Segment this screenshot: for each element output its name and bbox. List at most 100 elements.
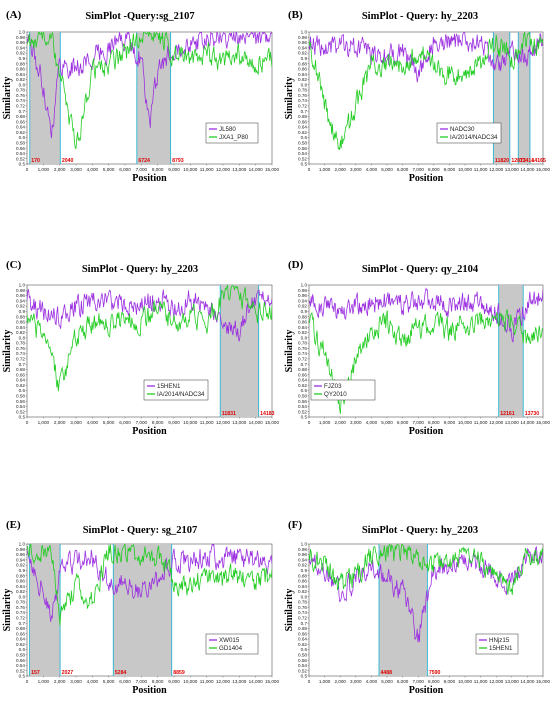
y-tick-label: 0.82 (16, 77, 25, 82)
y-tick-label: 0.98 (298, 35, 307, 40)
legend-entry: NADC30 (450, 126, 475, 133)
breakpoint-label: 2027 (62, 670, 74, 676)
y-tick-label: 0.9 (301, 56, 308, 61)
y-tick-label: 0.72 (16, 616, 25, 621)
x-tick-label: 3,000 (70, 167, 82, 172)
x-tick-label: 2,000 (54, 420, 66, 425)
legend-entry: IA/2014/NADC34 (450, 134, 498, 141)
breakpoint-label: 4488 (381, 670, 393, 676)
y-tick-label: 0.7 (19, 109, 26, 114)
breakpoint-label: 14165 (531, 158, 546, 164)
y-tick-label: 0.66 (298, 631, 307, 636)
y-tick-label: 0.78 (298, 88, 307, 93)
y-tick-label: 0.66 (16, 372, 25, 377)
x-tick-label: 5,000 (103, 420, 115, 425)
y-tick-label: 0.6 (19, 647, 26, 652)
y-tick-label: 0.62 (16, 642, 25, 647)
y-tick-label: 1.0 (19, 30, 26, 35)
y-tick-label: 0.82 (298, 330, 307, 335)
legend-entry: HNjz15 (489, 637, 510, 644)
y-tick-label: 0.68 (298, 114, 307, 119)
y-tick-label: 0.56 (298, 146, 307, 151)
y-tick-label: 0.96 (16, 40, 25, 45)
x-tick-label: 4,000 (87, 420, 99, 425)
legend-box (143, 379, 209, 401)
y-tick-label: 0.9 (301, 309, 308, 314)
y-tick-label: 0.52 (16, 409, 25, 414)
y-tick-label: 0.98 (16, 288, 25, 293)
y-tick-label: 0.56 (16, 146, 25, 151)
y-tick-label: 0.56 (298, 399, 307, 404)
legend-entry: GD1404 (219, 645, 243, 652)
y-tick-label: 0.5 (301, 674, 308, 679)
y-tick-label: 0.7 (301, 362, 308, 367)
chart-title: SimPlot -Query:sg_2107 (85, 11, 194, 22)
x-tick-label: 11,000 (200, 420, 214, 425)
x-tick-label: 6,000 (397, 420, 409, 425)
x-tick-label: 9,000 (444, 679, 456, 684)
panel-b: (B) SimPlot - Query: hy_2203 11820 12873134… (284, 9, 550, 184)
y-tick-label: 0.68 (298, 367, 307, 372)
y-tick-label: 0.92 (16, 51, 25, 56)
x-axis-title: Position (409, 685, 444, 696)
y-tick-label: 0.74 (16, 610, 25, 615)
y-tick-label: 0.88 (16, 314, 25, 319)
y-tick-label: 0.56 (298, 658, 307, 663)
x-tick-label: 8,000 (428, 420, 440, 425)
x-tick-label: 5,000 (381, 420, 393, 425)
y-tick-label: 0.52 (298, 668, 307, 673)
breakpoint-label: 14183 (260, 411, 275, 417)
y-tick-label: 0.84 (16, 72, 25, 77)
y-tick-label: 0.8 (301, 82, 308, 87)
x-tick-label: 13,000 (232, 167, 246, 172)
y-tick-label: 0.94 (298, 298, 307, 303)
x-tick-label: 8,000 (428, 679, 440, 684)
x-tick-label: 9,000 (168, 679, 180, 684)
y-tick-label: 0.8 (19, 594, 26, 599)
x-tick-label: 2,000 (334, 420, 346, 425)
y-tick-label: 0.56 (16, 658, 25, 663)
breakpoint-label: 8793 (172, 158, 184, 164)
y-tick-label: 0.92 (16, 304, 25, 309)
x-tick-label: 0 (26, 420, 29, 425)
series-line-2 (27, 32, 272, 149)
x-axis-title: Position (409, 426, 444, 437)
y-tick-label: 0.8 (19, 82, 26, 87)
y-tick-label: 0.74 (298, 98, 307, 103)
breakpoint-label: 11820 (495, 158, 509, 164)
panel-e: (E) SimPlot - Query: sg_2107 157 2027 5284 88… (2, 519, 279, 696)
breakpoint-label: 12161 (500, 411, 515, 417)
x-tick-label: 7,000 (412, 420, 424, 425)
series-line-2 (27, 285, 272, 392)
x-tick-label: 14,000 (520, 679, 534, 684)
x-tick-label: 10,000 (458, 420, 472, 425)
x-tick-label: 7,000 (412, 167, 424, 172)
y-tick-label: 0.58 (298, 393, 307, 398)
y-tick-label: 0.96 (16, 293, 25, 298)
y-tick-label: 1.0 (301, 283, 308, 288)
y-axis-title: Similarity (284, 330, 295, 373)
x-tick-label: 1,000 (319, 420, 331, 425)
y-tick-label: 0.9 (19, 309, 26, 314)
y-tick-label: 0.76 (16, 346, 25, 351)
x-tick-label: 10,000 (183, 420, 197, 425)
y-tick-label: 0.6 (19, 388, 26, 393)
chart-title: SimPlot - Query: hy_2203 (362, 11, 478, 22)
y-tick-label: 0.64 (298, 378, 307, 383)
y-tick-label: 0.72 (16, 104, 25, 109)
y-tick-label: 0.7 (301, 621, 308, 626)
chart-title: SimPlot - Query: qy_2104 (362, 264, 479, 275)
y-tick-label: 0.74 (16, 98, 25, 103)
y-tick-label: 0.88 (298, 573, 307, 578)
breakpoint-label: 6724 (138, 158, 150, 164)
y-tick-label: 0.98 (298, 288, 307, 293)
y-tick-label: 0.66 (298, 372, 307, 377)
y-tick-label: 0.54 (16, 663, 25, 668)
x-tick-label: 3,000 (350, 167, 362, 172)
x-tick-label: 12,000 (489, 679, 503, 684)
panel-label: (B) (288, 9, 303, 21)
x-tick-label: 1,000 (38, 167, 50, 172)
series-line-1 (27, 32, 272, 139)
x-tick-label: 12,000 (489, 420, 503, 425)
x-tick-label: 12,000 (216, 679, 230, 684)
